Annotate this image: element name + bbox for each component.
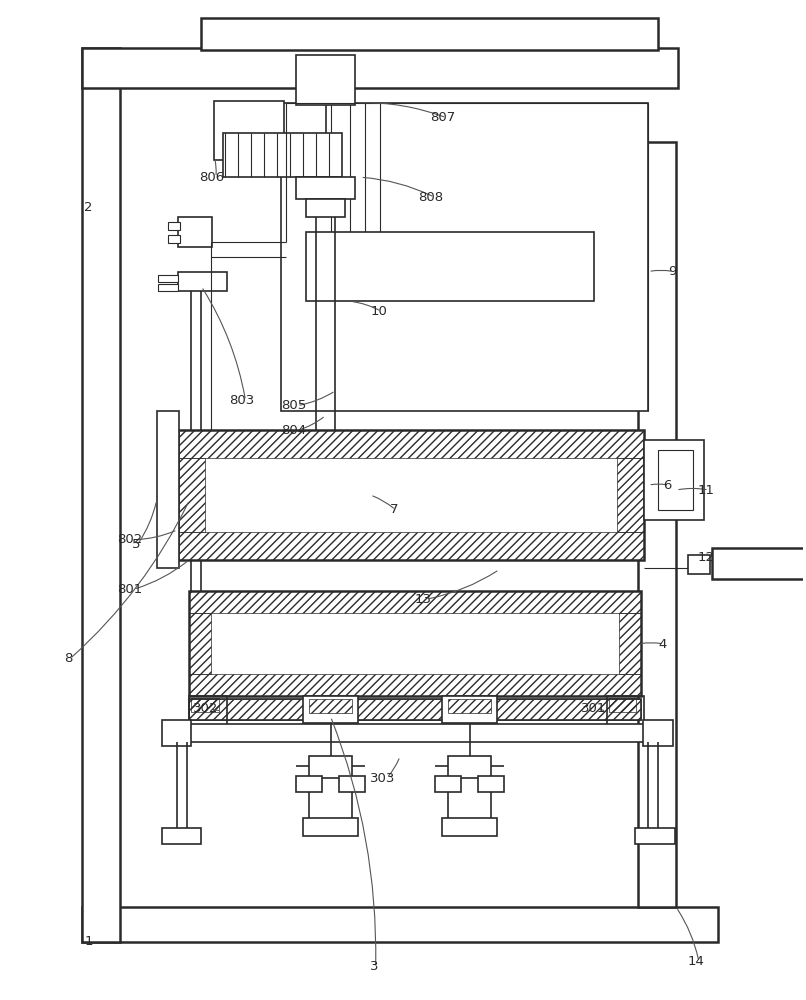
- Text: 2: 2: [84, 201, 93, 214]
- Bar: [303, 818, 359, 836]
- Bar: [223, 133, 343, 177]
- Bar: [177, 430, 644, 560]
- Bar: [296, 55, 355, 105]
- Text: 303: 303: [370, 772, 396, 785]
- Text: 801: 801: [117, 583, 142, 596]
- Text: 13: 13: [415, 593, 432, 606]
- Text: 806: 806: [199, 171, 225, 184]
- Bar: [202, 18, 659, 50]
- Bar: [305, 199, 346, 217]
- Bar: [635, 828, 675, 844]
- Bar: [609, 698, 637, 712]
- Text: 3: 3: [370, 960, 379, 973]
- Bar: [620, 613, 642, 674]
- Text: 11: 11: [698, 484, 715, 497]
- Bar: [177, 430, 644, 458]
- Bar: [177, 272, 227, 291]
- Bar: [305, 232, 594, 301]
- Bar: [168, 235, 180, 243]
- Text: 808: 808: [418, 191, 443, 204]
- Bar: [303, 696, 359, 723]
- Text: 12: 12: [698, 551, 715, 564]
- Bar: [172, 724, 663, 742]
- Bar: [479, 776, 505, 792]
- Bar: [162, 720, 192, 746]
- Bar: [82, 48, 678, 88]
- Bar: [162, 828, 202, 844]
- Text: 807: 807: [430, 111, 455, 124]
- Bar: [214, 101, 284, 160]
- Text: 7: 7: [390, 503, 399, 516]
- Text: 302: 302: [193, 702, 219, 715]
- Text: 301: 301: [581, 702, 606, 715]
- Bar: [442, 696, 497, 723]
- Text: 14: 14: [688, 955, 705, 968]
- Bar: [309, 699, 352, 713]
- Bar: [296, 177, 355, 199]
- Bar: [280, 103, 648, 411]
- Text: 8: 8: [64, 652, 73, 665]
- Bar: [192, 698, 219, 712]
- Bar: [339, 776, 365, 792]
- Text: 9: 9: [668, 265, 676, 278]
- Bar: [82, 907, 718, 942]
- Bar: [607, 696, 644, 725]
- Bar: [189, 613, 211, 674]
- Bar: [189, 696, 227, 725]
- Bar: [442, 818, 497, 836]
- Text: 6: 6: [663, 479, 671, 492]
- Text: 803: 803: [229, 394, 255, 407]
- Text: 805: 805: [280, 399, 306, 412]
- Text: 802: 802: [117, 533, 142, 546]
- Bar: [189, 674, 642, 696]
- Bar: [177, 458, 206, 532]
- Bar: [296, 776, 322, 792]
- Bar: [177, 532, 644, 560]
- Bar: [189, 699, 642, 720]
- Bar: [156, 411, 179, 568]
- Bar: [189, 591, 642, 613]
- Bar: [189, 699, 642, 720]
- Bar: [617, 458, 644, 532]
- Bar: [638, 142, 676, 907]
- Bar: [644, 440, 704, 520]
- Bar: [189, 591, 642, 696]
- Bar: [434, 776, 460, 792]
- Bar: [82, 48, 120, 942]
- Bar: [177, 217, 212, 247]
- Text: 4: 4: [659, 638, 667, 651]
- Bar: [158, 275, 177, 282]
- Text: 10: 10: [370, 305, 387, 318]
- Bar: [688, 555, 710, 574]
- Bar: [659, 450, 693, 510]
- Bar: [168, 222, 180, 230]
- Bar: [643, 720, 673, 746]
- Bar: [447, 699, 492, 713]
- Bar: [712, 548, 806, 579]
- Bar: [309, 756, 352, 778]
- Bar: [158, 284, 177, 291]
- Text: 5: 5: [132, 538, 140, 551]
- Text: 804: 804: [280, 424, 306, 437]
- Text: 1: 1: [84, 935, 93, 948]
- Bar: [447, 756, 492, 778]
